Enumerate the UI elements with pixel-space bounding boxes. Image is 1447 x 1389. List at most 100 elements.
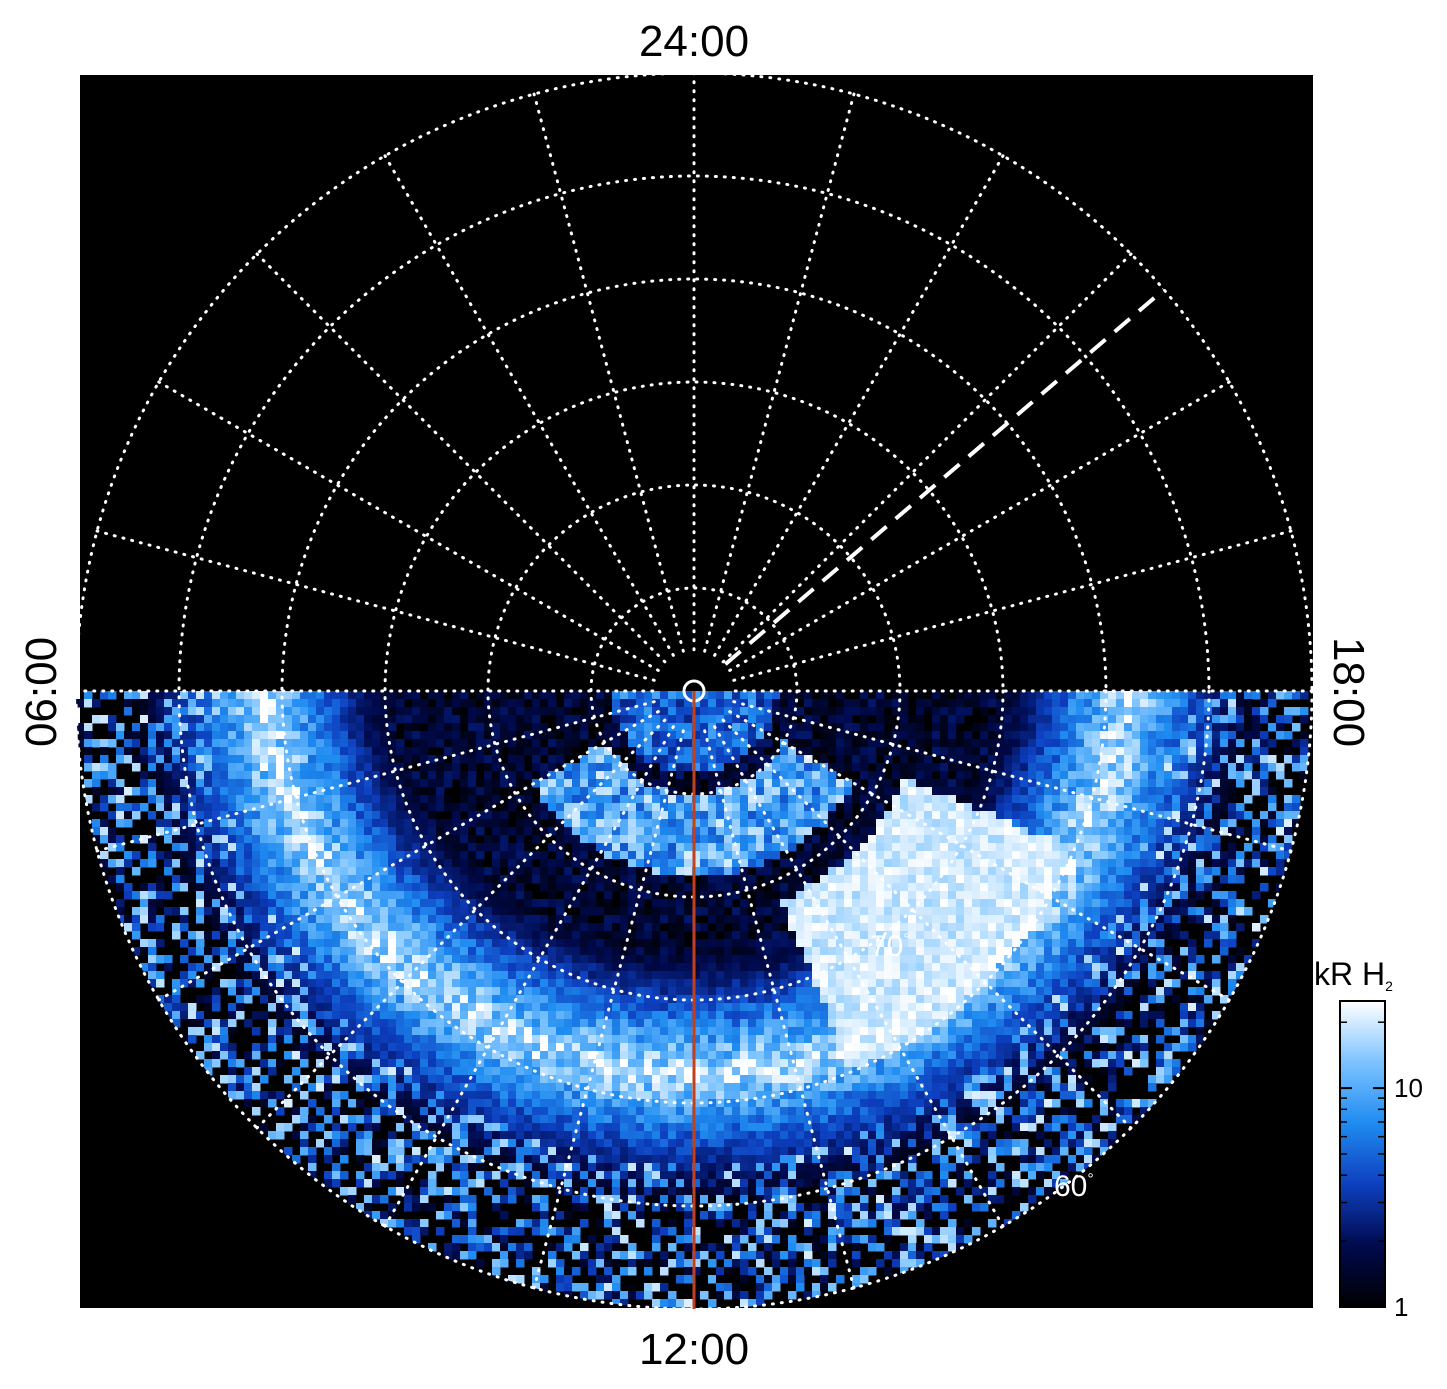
emission-cell bbox=[604, 819, 613, 828]
emission-cell bbox=[964, 867, 973, 876]
emission-cell bbox=[748, 699, 757, 708]
emission-cell bbox=[396, 747, 405, 756]
emission-cell bbox=[580, 843, 589, 852]
emission-cell bbox=[316, 819, 325, 828]
emission-cell bbox=[300, 699, 309, 708]
emission-cell bbox=[796, 931, 805, 940]
emission-cell bbox=[476, 787, 485, 796]
emission-cell bbox=[684, 827, 693, 836]
emission-cell bbox=[212, 787, 221, 796]
emission-cell bbox=[700, 979, 709, 988]
emission-cell bbox=[508, 875, 517, 884]
emission-cell bbox=[980, 883, 989, 892]
emission-cell bbox=[1140, 883, 1149, 892]
emission-cell bbox=[284, 699, 293, 708]
emission-cell bbox=[932, 699, 941, 708]
emission-cell bbox=[1028, 771, 1037, 780]
emission-cell bbox=[964, 859, 973, 868]
emission-cell bbox=[1084, 867, 1093, 876]
emission-cell bbox=[540, 811, 549, 820]
emission-cell bbox=[964, 963, 973, 972]
emission-cell bbox=[468, 891, 477, 900]
emission-cell bbox=[276, 891, 285, 900]
emission-cell bbox=[1124, 931, 1133, 940]
emission-cell bbox=[436, 867, 445, 876]
emission-cell bbox=[1084, 739, 1093, 748]
emission-cell bbox=[540, 747, 549, 756]
emission-cell bbox=[1180, 947, 1189, 956]
emission-cell bbox=[1100, 875, 1109, 884]
emission-cell bbox=[1004, 803, 1013, 812]
emission-cell bbox=[916, 979, 925, 988]
emission-cell bbox=[204, 963, 213, 972]
emission-cell bbox=[1076, 851, 1085, 860]
emission-cell bbox=[852, 755, 861, 764]
emission-cell bbox=[1052, 939, 1061, 948]
emission-cell bbox=[364, 763, 373, 772]
emission-cell bbox=[980, 915, 989, 924]
emission-cell bbox=[484, 691, 493, 700]
emission-cell bbox=[284, 843, 293, 852]
emission-cell bbox=[420, 963, 429, 972]
emission-cell bbox=[196, 763, 205, 772]
emission-cell bbox=[724, 931, 733, 940]
emission-cell bbox=[468, 875, 477, 884]
emission-cell bbox=[580, 923, 589, 932]
emission-cell bbox=[868, 971, 877, 980]
emission-cell bbox=[204, 811, 213, 820]
emission-cell bbox=[404, 715, 413, 724]
emission-cell bbox=[556, 803, 565, 812]
emission-cell bbox=[204, 827, 213, 836]
emission-cell bbox=[1220, 763, 1229, 772]
emission-cell bbox=[660, 763, 669, 772]
emission-cell bbox=[964, 851, 973, 860]
emission-cell bbox=[404, 835, 413, 844]
emission-cell bbox=[580, 875, 589, 884]
emission-cell bbox=[652, 787, 661, 796]
emission-cell bbox=[1220, 747, 1229, 756]
emission-cell bbox=[708, 779, 717, 788]
emission-cell bbox=[212, 771, 221, 780]
emission-cell bbox=[924, 859, 933, 868]
emission-cell bbox=[460, 907, 469, 916]
emission-cell bbox=[1132, 787, 1141, 796]
emission-cell bbox=[1204, 819, 1213, 828]
emission-cell bbox=[372, 739, 381, 748]
emission-cell bbox=[300, 755, 309, 764]
emission-cell bbox=[668, 747, 677, 756]
emission-cell bbox=[884, 907, 893, 916]
emission-cell bbox=[364, 747, 373, 756]
emission-cell bbox=[844, 739, 853, 748]
emission-cell bbox=[676, 691, 685, 700]
emission-cell bbox=[300, 915, 309, 924]
emission-cell bbox=[804, 891, 813, 900]
emission-cell bbox=[1260, 843, 1269, 852]
emission-cell bbox=[452, 963, 461, 972]
emission-cell bbox=[836, 835, 845, 844]
emission-cell bbox=[724, 955, 733, 964]
emission-cell bbox=[1212, 843, 1221, 852]
emission-cell bbox=[1172, 771, 1181, 780]
emission-cell bbox=[636, 907, 645, 916]
emission-cell bbox=[1068, 939, 1077, 948]
emission-cell bbox=[956, 747, 965, 756]
emission-cell bbox=[708, 795, 717, 804]
emission-cell bbox=[500, 859, 509, 868]
emission-cell bbox=[1212, 971, 1221, 980]
emission-cell bbox=[836, 691, 845, 700]
emission-cell bbox=[372, 963, 381, 972]
emission-cell bbox=[564, 963, 573, 972]
emission-cell bbox=[228, 859, 237, 868]
emission-cell bbox=[804, 907, 813, 916]
emission-cell bbox=[884, 827, 893, 836]
emission-cell bbox=[524, 955, 533, 964]
emission-cell bbox=[1132, 835, 1141, 844]
emission-cell bbox=[260, 707, 269, 716]
emission-cell bbox=[292, 771, 301, 780]
emission-cell bbox=[756, 731, 765, 740]
emission-cell bbox=[940, 755, 949, 764]
emission-cell bbox=[220, 699, 229, 708]
emission-cell bbox=[348, 915, 357, 924]
emission-cell bbox=[132, 731, 141, 740]
emission-cell bbox=[860, 819, 869, 828]
